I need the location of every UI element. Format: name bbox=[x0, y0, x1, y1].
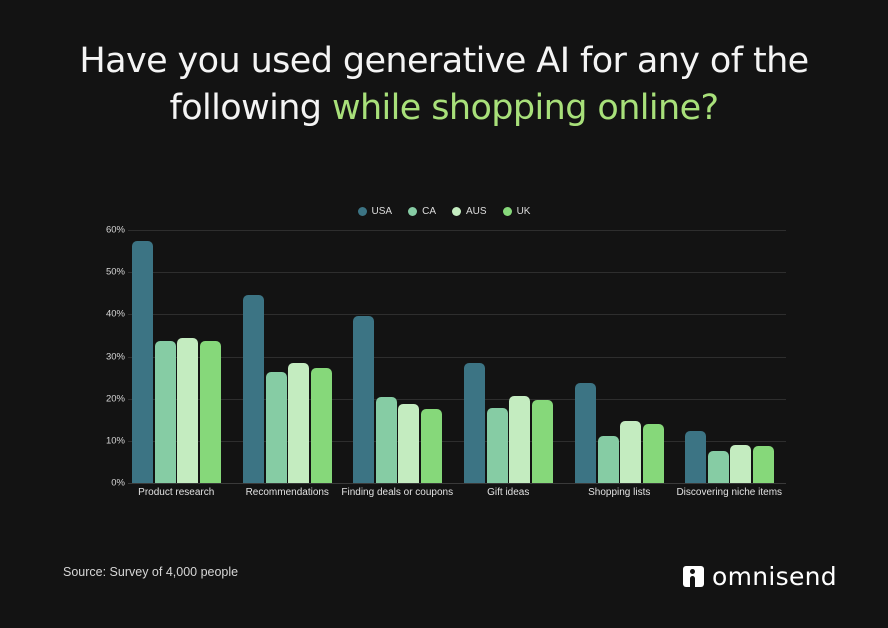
y-tick-label: 30% bbox=[105, 351, 125, 362]
bar-uk bbox=[420, 409, 442, 483]
legend-item-uk: UK bbox=[502, 206, 531, 217]
bar-aus bbox=[620, 421, 641, 483]
bar-usa bbox=[464, 363, 485, 483]
legend-label: CA bbox=[422, 206, 436, 217]
chart-legend: USA CA AUS UK bbox=[0, 206, 888, 217]
omnisend-logo-icon bbox=[683, 566, 704, 587]
bar-uk bbox=[199, 341, 221, 483]
bar-usa bbox=[353, 316, 374, 483]
bar-aus bbox=[509, 396, 530, 483]
y-tick-label: 60% bbox=[105, 224, 125, 236]
y-tick-label: 0% bbox=[111, 477, 125, 489]
bar-uk bbox=[531, 399, 553, 483]
gridline bbox=[128, 356, 786, 358]
legend-dot-icon bbox=[357, 207, 367, 216]
y-tick-label: 50% bbox=[105, 266, 125, 278]
legend-item-ca: CA bbox=[408, 206, 436, 217]
title-highlight: while shopping online? bbox=[331, 88, 719, 128]
legend-dot-icon bbox=[502, 207, 512, 216]
legend-dot-icon bbox=[452, 207, 461, 216]
legend-dot-icon bbox=[408, 207, 418, 216]
legend-label: UK bbox=[516, 206, 531, 217]
title-line-2: following while shopping online? bbox=[0, 85, 888, 132]
bar-usa bbox=[243, 295, 264, 483]
x-category-label: Finding deals or coupons bbox=[341, 487, 454, 498]
gridline bbox=[128, 272, 786, 274]
legend-label: USA bbox=[371, 206, 393, 217]
gridline bbox=[128, 398, 786, 400]
legend-item-aus: AUS bbox=[452, 206, 487, 217]
gridline bbox=[128, 314, 786, 316]
x-axis-line bbox=[128, 483, 786, 484]
bar-ca bbox=[597, 436, 619, 483]
y-tick-label: 10% bbox=[105, 435, 125, 447]
legend-item-usa: USA bbox=[357, 206, 393, 217]
bar-aus bbox=[398, 404, 419, 483]
legend-label: AUS bbox=[466, 206, 487, 217]
bar-usa bbox=[132, 241, 153, 483]
title-plain: following bbox=[169, 88, 332, 128]
x-category-label: Shopping lists bbox=[588, 487, 651, 498]
chart-title: Have you used generative AI for any of t… bbox=[0, 38, 888, 132]
bar-aus bbox=[730, 445, 751, 483]
bar-uk bbox=[310, 367, 332, 483]
y-tick-label: 40% bbox=[105, 308, 125, 320]
bar-aus bbox=[288, 363, 309, 483]
bar-ca bbox=[265, 372, 287, 483]
bar-ca bbox=[707, 450, 729, 483]
x-category-label: Product research bbox=[138, 487, 215, 498]
x-category-label: Discovering niche items bbox=[676, 487, 783, 498]
bar-usa bbox=[575, 383, 596, 483]
x-category-label: Recommendations bbox=[245, 487, 329, 498]
gridline bbox=[128, 440, 786, 442]
gridline bbox=[128, 230, 786, 231]
title-line-1: Have you used generative AI for any of t… bbox=[79, 41, 809, 81]
omnisend-logo: omnisend bbox=[683, 562, 837, 591]
brand-name: omnisend bbox=[712, 562, 837, 591]
x-category-label: Gift ideas bbox=[487, 487, 530, 498]
bar-aus bbox=[177, 337, 198, 483]
bar-ca bbox=[154, 341, 176, 483]
bar-uk bbox=[752, 445, 774, 483]
bar-usa bbox=[685, 431, 706, 483]
bar-ca bbox=[375, 396, 397, 483]
source-note: Source: Survey of 4,000 people bbox=[63, 565, 239, 579]
y-tick-label: 20% bbox=[105, 393, 125, 405]
bar-uk bbox=[642, 423, 664, 483]
bar-ca bbox=[486, 407, 508, 483]
